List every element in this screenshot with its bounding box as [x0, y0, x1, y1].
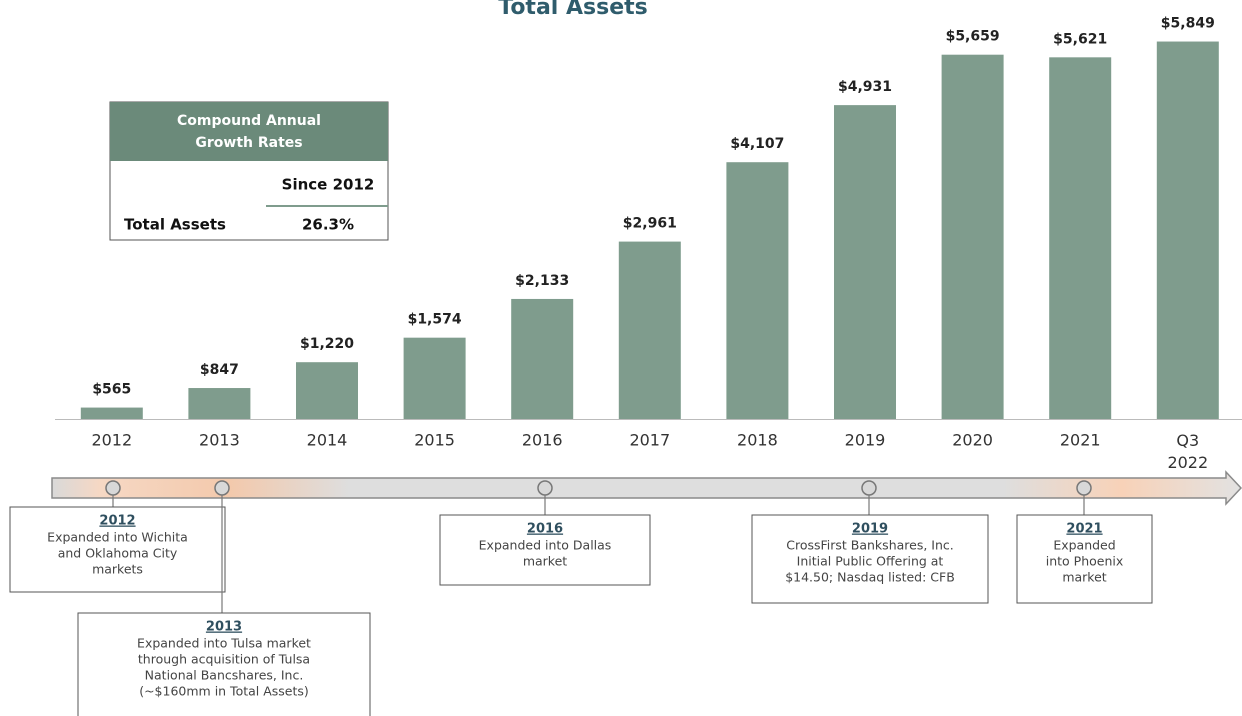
x-tick-label: 2012: [91, 431, 132, 450]
milestone-text: through acquisition of Tulsa: [138, 652, 310, 667]
x-tick-label: 2015: [414, 431, 455, 450]
value-label: $4,931: [838, 79, 892, 95]
x-tick-label: 2018: [737, 431, 778, 450]
chart-title: Total Assets: [498, 0, 648, 20]
timeline-dot: [861, 480, 877, 496]
bar: [941, 54, 1004, 419]
table-column: Since 2012: [282, 176, 375, 194]
milestone-text: market: [523, 554, 567, 569]
bar: [618, 241, 681, 419]
timeline-arrow: [51, 470, 1242, 506]
milestone-text: Expanded into Tulsa market: [137, 636, 311, 651]
value-label: $847: [200, 362, 239, 378]
value-label: $2,961: [623, 216, 677, 232]
milestone-text: $14.50; Nasdaq listed: CFB: [785, 570, 955, 585]
x-tick-label: 2019: [845, 431, 886, 450]
milestone-year: 2021: [1066, 522, 1102, 537]
bar: [296, 362, 358, 419]
bar: [403, 337, 466, 419]
bar: [834, 105, 896, 419]
value-label: $565: [92, 382, 131, 398]
x-tick-label: 2021: [1060, 431, 1101, 450]
x-tick-label: 2013: [199, 431, 240, 450]
value-label: $1,220: [300, 336, 354, 352]
bar: [188, 388, 251, 419]
milestone-text: (~$160mm in Total Assets): [139, 684, 309, 699]
timeline-dot: [105, 480, 121, 496]
milestone-text: markets: [92, 562, 143, 577]
bar: [511, 298, 574, 419]
x-tick-label: 2016: [522, 431, 563, 450]
value-label: $5,659: [946, 29, 1000, 45]
milestone-text: National Bancshares, Inc.: [145, 668, 304, 683]
milestone-text: CrossFirst Bankshares, Inc.: [786, 538, 954, 553]
timeline-dot: [537, 480, 553, 496]
value-label: $1,574: [408, 312, 462, 328]
timeline-dot: [214, 480, 230, 496]
milestone-text: Expanded into Dallas: [479, 538, 612, 553]
milestone-text: Expanded: [1053, 538, 1115, 553]
value-label: $2,133: [515, 273, 569, 289]
x-tick-label-line: 2022: [1167, 453, 1208, 472]
table-value: 26.3%: [302, 216, 354, 234]
milestone-year: 2013: [206, 620, 242, 635]
x-tick-label: 2020: [952, 431, 993, 450]
bar: [1049, 57, 1112, 420]
milestone-year: 2012: [99, 514, 135, 529]
bar: [726, 162, 789, 419]
milestone-box: [751, 514, 989, 604]
milestone-box: [9, 506, 226, 593]
milestone-box: [77, 612, 371, 716]
milestone-text: Initial Public Offering at: [797, 554, 944, 569]
timeline-dot: [1076, 480, 1092, 496]
x-tick-label: Q3 2022: [1167, 431, 1208, 472]
milestone-text: into Phoenix: [1046, 554, 1124, 569]
table-header: [110, 102, 388, 161]
x-tick-label: 2014: [307, 431, 348, 450]
milestone-text: and Oklahoma City: [58, 546, 178, 561]
bar: [1156, 41, 1219, 420]
table-row-label: Total Assets: [124, 216, 226, 234]
x-tick-label: 2017: [629, 431, 670, 450]
milestone-year: 2016: [527, 522, 563, 537]
table-title: Growth Rates: [195, 135, 302, 151]
value-label: $4,107: [730, 136, 784, 152]
x-tick-label-line: Q3: [1176, 431, 1199, 450]
milestone-box: [1016, 514, 1153, 604]
milestone-box: [439, 514, 651, 586]
value-label: $5,621: [1053, 31, 1107, 47]
bar: [80, 407, 143, 419]
milestone-text: Expanded into Wichita: [47, 530, 188, 545]
milestone-year: 2019: [852, 522, 888, 537]
milestone-text: market: [1062, 570, 1106, 585]
table-title: Compound Annual: [177, 113, 321, 129]
value-label: $5,849: [1161, 16, 1215, 32]
